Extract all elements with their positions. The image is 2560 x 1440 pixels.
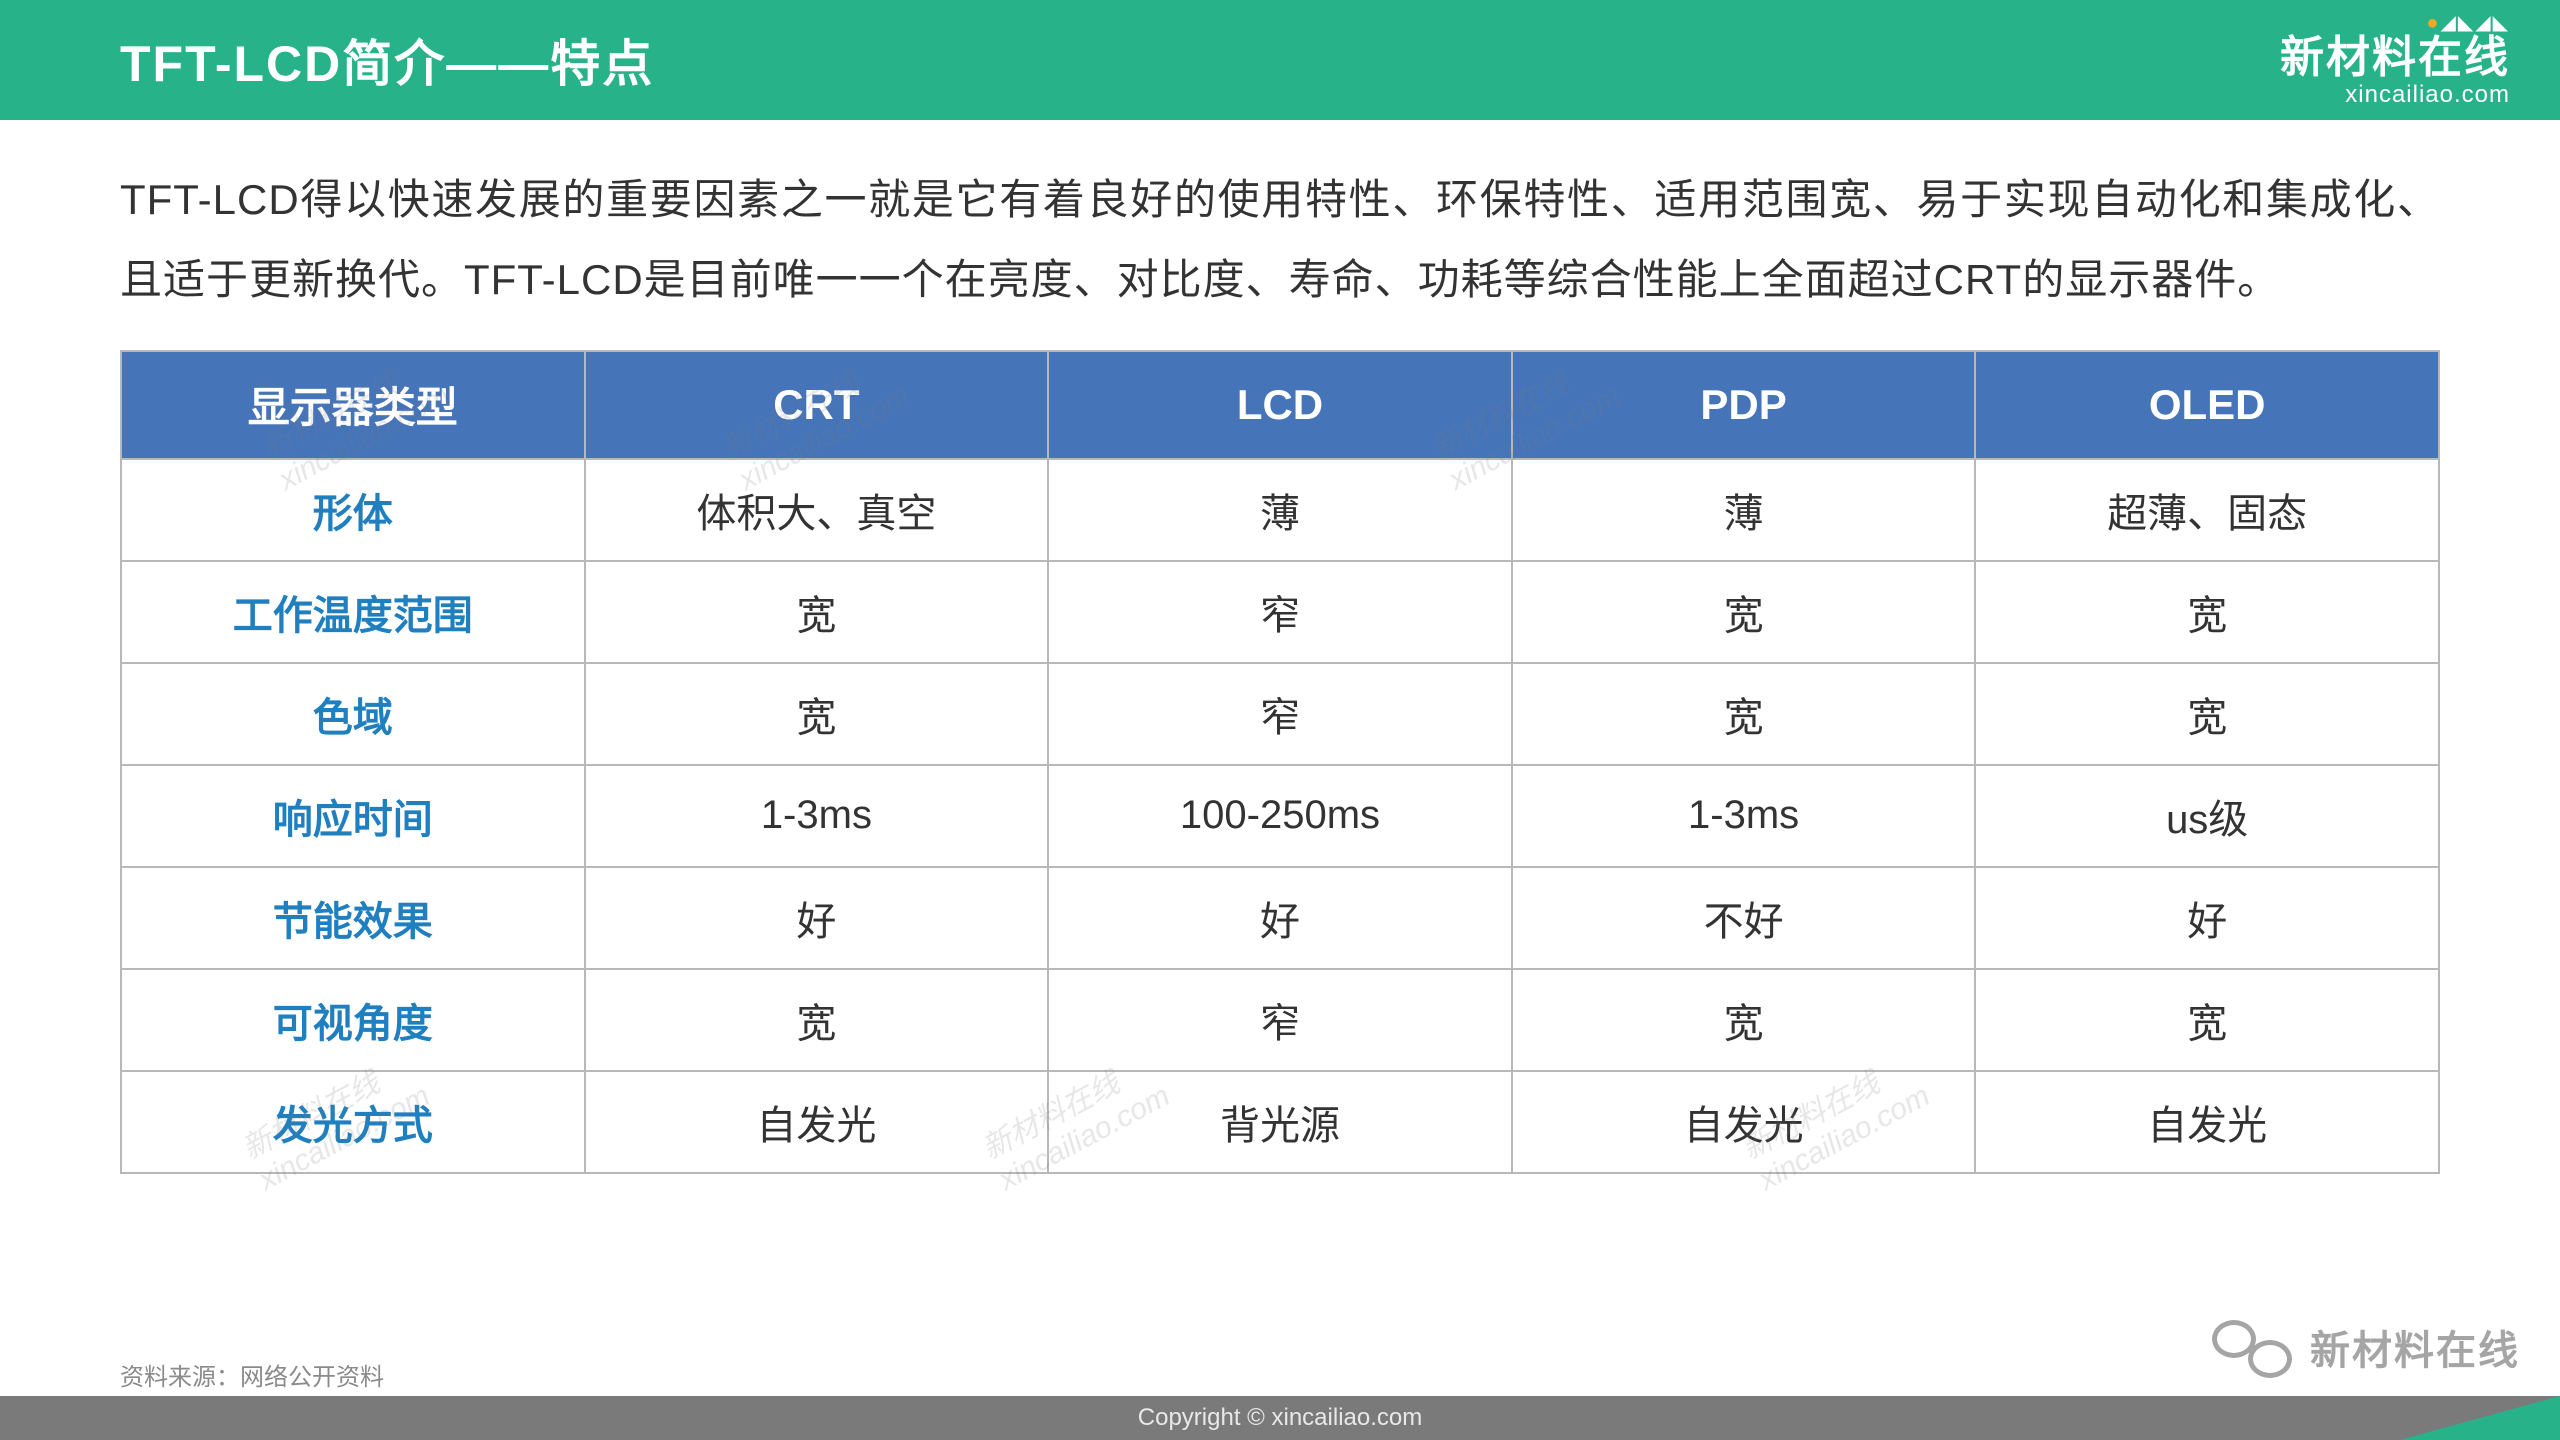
table-row: 色域宽窄宽宽: [121, 663, 2439, 765]
table-cell: 自发光: [1975, 1071, 2439, 1173]
table-cell: 宽: [1512, 561, 1976, 663]
table-cell: 宽: [585, 561, 1049, 663]
table-row: 可视角度宽窄宽宽: [121, 969, 2439, 1071]
table-cell: 100-250ms: [1048, 765, 1512, 867]
wechat-watermark: 新材料在线: [2212, 1314, 2520, 1380]
content-body: TFT-LCD得以快速发展的重要因素之一就是它有着良好的使用特性、环保特性、适用…: [0, 120, 2560, 1174]
table-cell: 好: [1048, 867, 1512, 969]
source-label: 资料来源：网络公开资料: [120, 1357, 384, 1392]
table-cell: 宽: [585, 969, 1049, 1071]
col-header: LCD: [1048, 351, 1512, 459]
logo-text-en: xincailiao.com: [2280, 82, 2510, 108]
table-header-row: 显示器类型 CRT LCD PDP OLED: [121, 351, 2439, 459]
table-cell: 窄: [1048, 969, 1512, 1071]
table-row: 响应时间1-3ms100-250ms1-3msus级: [121, 765, 2439, 867]
col-header: 显示器类型: [121, 351, 585, 459]
table-body: 形体体积大、真空薄薄超薄、固态工作温度范围宽窄宽宽色域宽窄宽宽响应时间1-3ms…: [121, 459, 2439, 1173]
table-cell: 体积大、真空: [585, 459, 1049, 561]
row-header: 形体: [121, 459, 585, 561]
table-cell: 薄: [1512, 459, 1976, 561]
wechat-icon: [2212, 1314, 2292, 1380]
table-cell: 不好: [1512, 867, 1976, 969]
page-title: TFT-LCD简介——特点: [120, 24, 654, 96]
col-header: CRT: [585, 351, 1049, 459]
copyright-text: Copyright © xincailiao.com: [0, 1404, 2560, 1432]
row-header: 节能效果: [121, 867, 585, 969]
table-cell: 宽: [1512, 663, 1976, 765]
col-header: OLED: [1975, 351, 2439, 459]
footer-bar: Copyright © xincailiao.com: [0, 1396, 2560, 1440]
comparison-table: 显示器类型 CRT LCD PDP OLED 形体体积大、真空薄薄超薄、固态工作…: [120, 350, 2440, 1174]
wechat-watermark-text: 新材料在线: [2310, 1318, 2520, 1376]
comparison-table-wrap: 显示器类型 CRT LCD PDP OLED 形体体积大、真空薄薄超薄、固态工作…: [120, 350, 2440, 1174]
row-header: 色域: [121, 663, 585, 765]
table-cell: 薄: [1048, 459, 1512, 561]
row-header: 发光方式: [121, 1071, 585, 1173]
table-cell: 宽: [585, 663, 1049, 765]
table-cell: us级: [1975, 765, 2439, 867]
logo-text-cn: 新材料在线: [2280, 34, 2510, 82]
table-row: 工作温度范围宽窄宽宽: [121, 561, 2439, 663]
slide: TFT-LCD简介——特点 ●◢◣◢◣ 新材料在线 xincailiao.com…: [0, 0, 2560, 1440]
table-cell: 窄: [1048, 561, 1512, 663]
table-row: 形体体积大、真空薄薄超薄、固态: [121, 459, 2439, 561]
table-cell: 宽: [1512, 969, 1976, 1071]
table-cell: 窄: [1048, 663, 1512, 765]
row-header: 可视角度: [121, 969, 585, 1071]
intro-paragraph: TFT-LCD得以快速发展的重要因素之一就是它有着良好的使用特性、环保特性、适用…: [120, 160, 2440, 320]
table-cell: 1-3ms: [1512, 765, 1976, 867]
table-row: 发光方式自发光背光源自发光自发光: [121, 1071, 2439, 1173]
table-cell: 宽: [1975, 969, 2439, 1071]
brand-logo: ●◢◣◢◣ 新材料在线 xincailiao.com: [2280, 12, 2510, 109]
title-bar: TFT-LCD简介——特点 ●◢◣◢◣ 新材料在线 xincailiao.com: [0, 0, 2560, 120]
table-cell: 背光源: [1048, 1071, 1512, 1173]
table-cell: 好: [1975, 867, 2439, 969]
table-cell: 1-3ms: [585, 765, 1049, 867]
col-header: PDP: [1512, 351, 1976, 459]
table-cell: 宽: [1975, 663, 2439, 765]
table-cell: 好: [585, 867, 1049, 969]
table-row: 节能效果好好不好好: [121, 867, 2439, 969]
table-cell: 超薄、固态: [1975, 459, 2439, 561]
table-cell: 自发光: [1512, 1071, 1976, 1173]
logo-roof-icon: ●◢◣◢◣: [2280, 12, 2510, 34]
row-header: 响应时间: [121, 765, 585, 867]
table-cell: 自发光: [585, 1071, 1049, 1173]
row-header: 工作温度范围: [121, 561, 585, 663]
corner-accent-icon: [2400, 1396, 2560, 1440]
table-cell: 宽: [1975, 561, 2439, 663]
